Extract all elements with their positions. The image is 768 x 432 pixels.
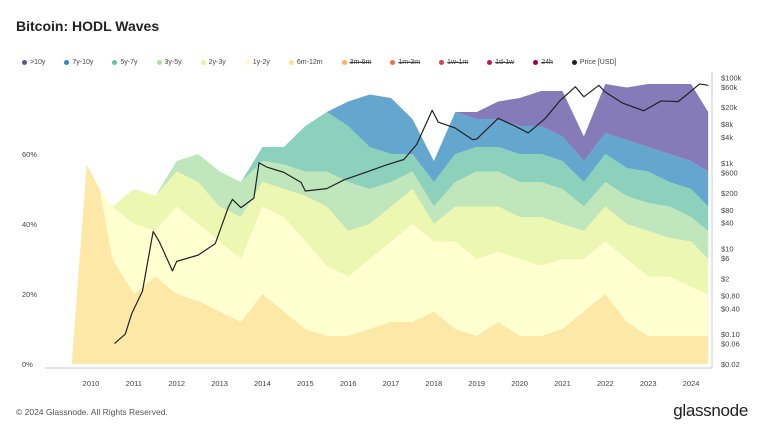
x-tick-label: 2022 — [597, 379, 614, 388]
y-left-tick-label: 60% — [22, 150, 37, 159]
legend-label: 1w-1m — [447, 59, 469, 66]
legend-dot-icon — [156, 60, 162, 65]
legend-item[interactable]: 5y-7y — [112, 59, 138, 66]
band-2y-3y — [71, 164, 709, 364]
legend-dot-icon — [200, 60, 206, 65]
y-right-tick-label: $4k — [721, 133, 733, 142]
legend-dot-icon — [571, 60, 577, 65]
y-left-tick-label: 0% — [22, 360, 33, 369]
legend-label: 3y-5y — [164, 59, 182, 66]
x-tick-label: 2011 — [126, 379, 142, 388]
legend-label: >10y — [30, 59, 46, 66]
band-3y-5y — [71, 154, 709, 364]
y-right-tick-label: $0.10 — [721, 330, 740, 339]
legend-label: 6m-12m — [296, 59, 323, 66]
band-6m-12m — [71, 164, 709, 364]
legend-item[interactable]: 1d-1w — [487, 59, 514, 66]
y-right-tick-label: $0.80 — [721, 291, 740, 300]
legend-item[interactable]: >10y — [22, 59, 45, 66]
x-tick-label: 2023 — [640, 379, 657, 388]
y-right-tick-label: $200 — [721, 189, 738, 198]
y-right-tick-label: $2 — [721, 274, 729, 283]
legend-dot-icon — [244, 60, 250, 65]
y-right-tick-label: $100k — [721, 73, 742, 82]
glassnode-logo: glassnode — [673, 401, 748, 420]
copyright: © 2024 Glassnode. All Rights Reserved. — [16, 407, 168, 417]
y-right-tick-label: $40 — [721, 219, 734, 228]
band-5y-7y — [71, 112, 709, 364]
legend-label: 1m-3m — [398, 59, 421, 66]
legend-item[interactable]: Price [USD] — [571, 59, 617, 66]
legend-dot-icon — [64, 60, 70, 65]
legend-label: 1d-1w — [495, 59, 515, 66]
legend-item[interactable]: 3m-6m — [341, 59, 372, 66]
legend-item[interactable]: 3y-5y — [156, 59, 182, 66]
legend-item[interactable]: 1m-3m — [390, 59, 420, 66]
y-left-tick-label: 40% — [22, 220, 37, 229]
legend-item[interactable]: 2y-3y — [200, 59, 226, 66]
y-right-tick-label: $8k — [721, 120, 733, 129]
x-tick-label: 2012 — [168, 379, 185, 388]
x-tick-label: 2010 — [83, 379, 100, 388]
legend-dot-icon — [487, 60, 493, 65]
legend-label: 5y-7y — [120, 59, 138, 66]
legend: >10y 7y-10y 5y-7y 3y-5y 2y-3y 1y-2y 6m-12m 3m-6… — [22, 59, 635, 66]
legend-item[interactable]: 7y-10y — [64, 59, 93, 66]
legend-item[interactable]: 6m-12m — [288, 59, 323, 66]
legend-dot-icon — [288, 60, 294, 65]
legend-item[interactable]: 1w-1m — [439, 59, 468, 66]
legend-dot-icon — [341, 60, 347, 65]
y-right-tick-label: $0.40 — [721, 304, 740, 313]
y-right-tick-label: $0.02 — [721, 360, 740, 369]
y-left-tick-label: 20% — [22, 290, 37, 299]
legend-item[interactable]: 1y-2y — [244, 59, 270, 66]
price-line — [114, 83, 709, 345]
x-tick-label: 2018 — [426, 379, 443, 388]
x-tick-label: 2019 — [468, 379, 485, 388]
legend-label: 1y-2y — [252, 59, 270, 66]
x-tick-label: 2024 — [683, 379, 700, 388]
y-right-tick-label: $80 — [721, 206, 734, 215]
x-tick-label: 2015 — [297, 379, 314, 388]
x-tick-label: 2013 — [211, 379, 228, 388]
y-right-tick-label: $1k — [721, 159, 733, 168]
legend-label: 7y-10y — [72, 59, 94, 66]
page-title: Bitcoin: HODL Waves — [16, 18, 160, 34]
legend-dot-icon — [439, 60, 445, 65]
x-tick-label: 2021 — [554, 379, 571, 388]
y-right-tick-label: $600 — [721, 168, 738, 177]
legend-dot-icon — [112, 60, 118, 65]
legend-item[interactable]: 24h — [533, 59, 553, 66]
band->10y — [71, 84, 709, 364]
y-right-tick-label: $60k — [721, 83, 738, 92]
band-7y-10y — [71, 94, 709, 364]
x-tick-label: 2016 — [340, 379, 357, 388]
legend-label: 2y-3y — [208, 59, 226, 66]
y-right-tick-label: $6 — [721, 254, 729, 263]
x-tick-label: 2020 — [511, 379, 528, 388]
x-tick-label: 2014 — [254, 379, 271, 388]
y-right-tick-label: $20k — [721, 103, 738, 112]
legend-dot-icon — [533, 60, 539, 65]
x-tick-label: 2017 — [383, 379, 400, 388]
legend-label: 3m-6m — [349, 59, 372, 66]
legend-label: Price [USD] — [579, 59, 617, 66]
legend-label: 24h — [541, 59, 553, 66]
y-right-tick-label: $10 — [721, 244, 734, 253]
y-right-tick-label: $0.06 — [721, 340, 740, 349]
band-1y-2y — [71, 164, 709, 364]
legend-dot-icon — [390, 60, 396, 65]
legend-dot-icon — [22, 60, 27, 65]
